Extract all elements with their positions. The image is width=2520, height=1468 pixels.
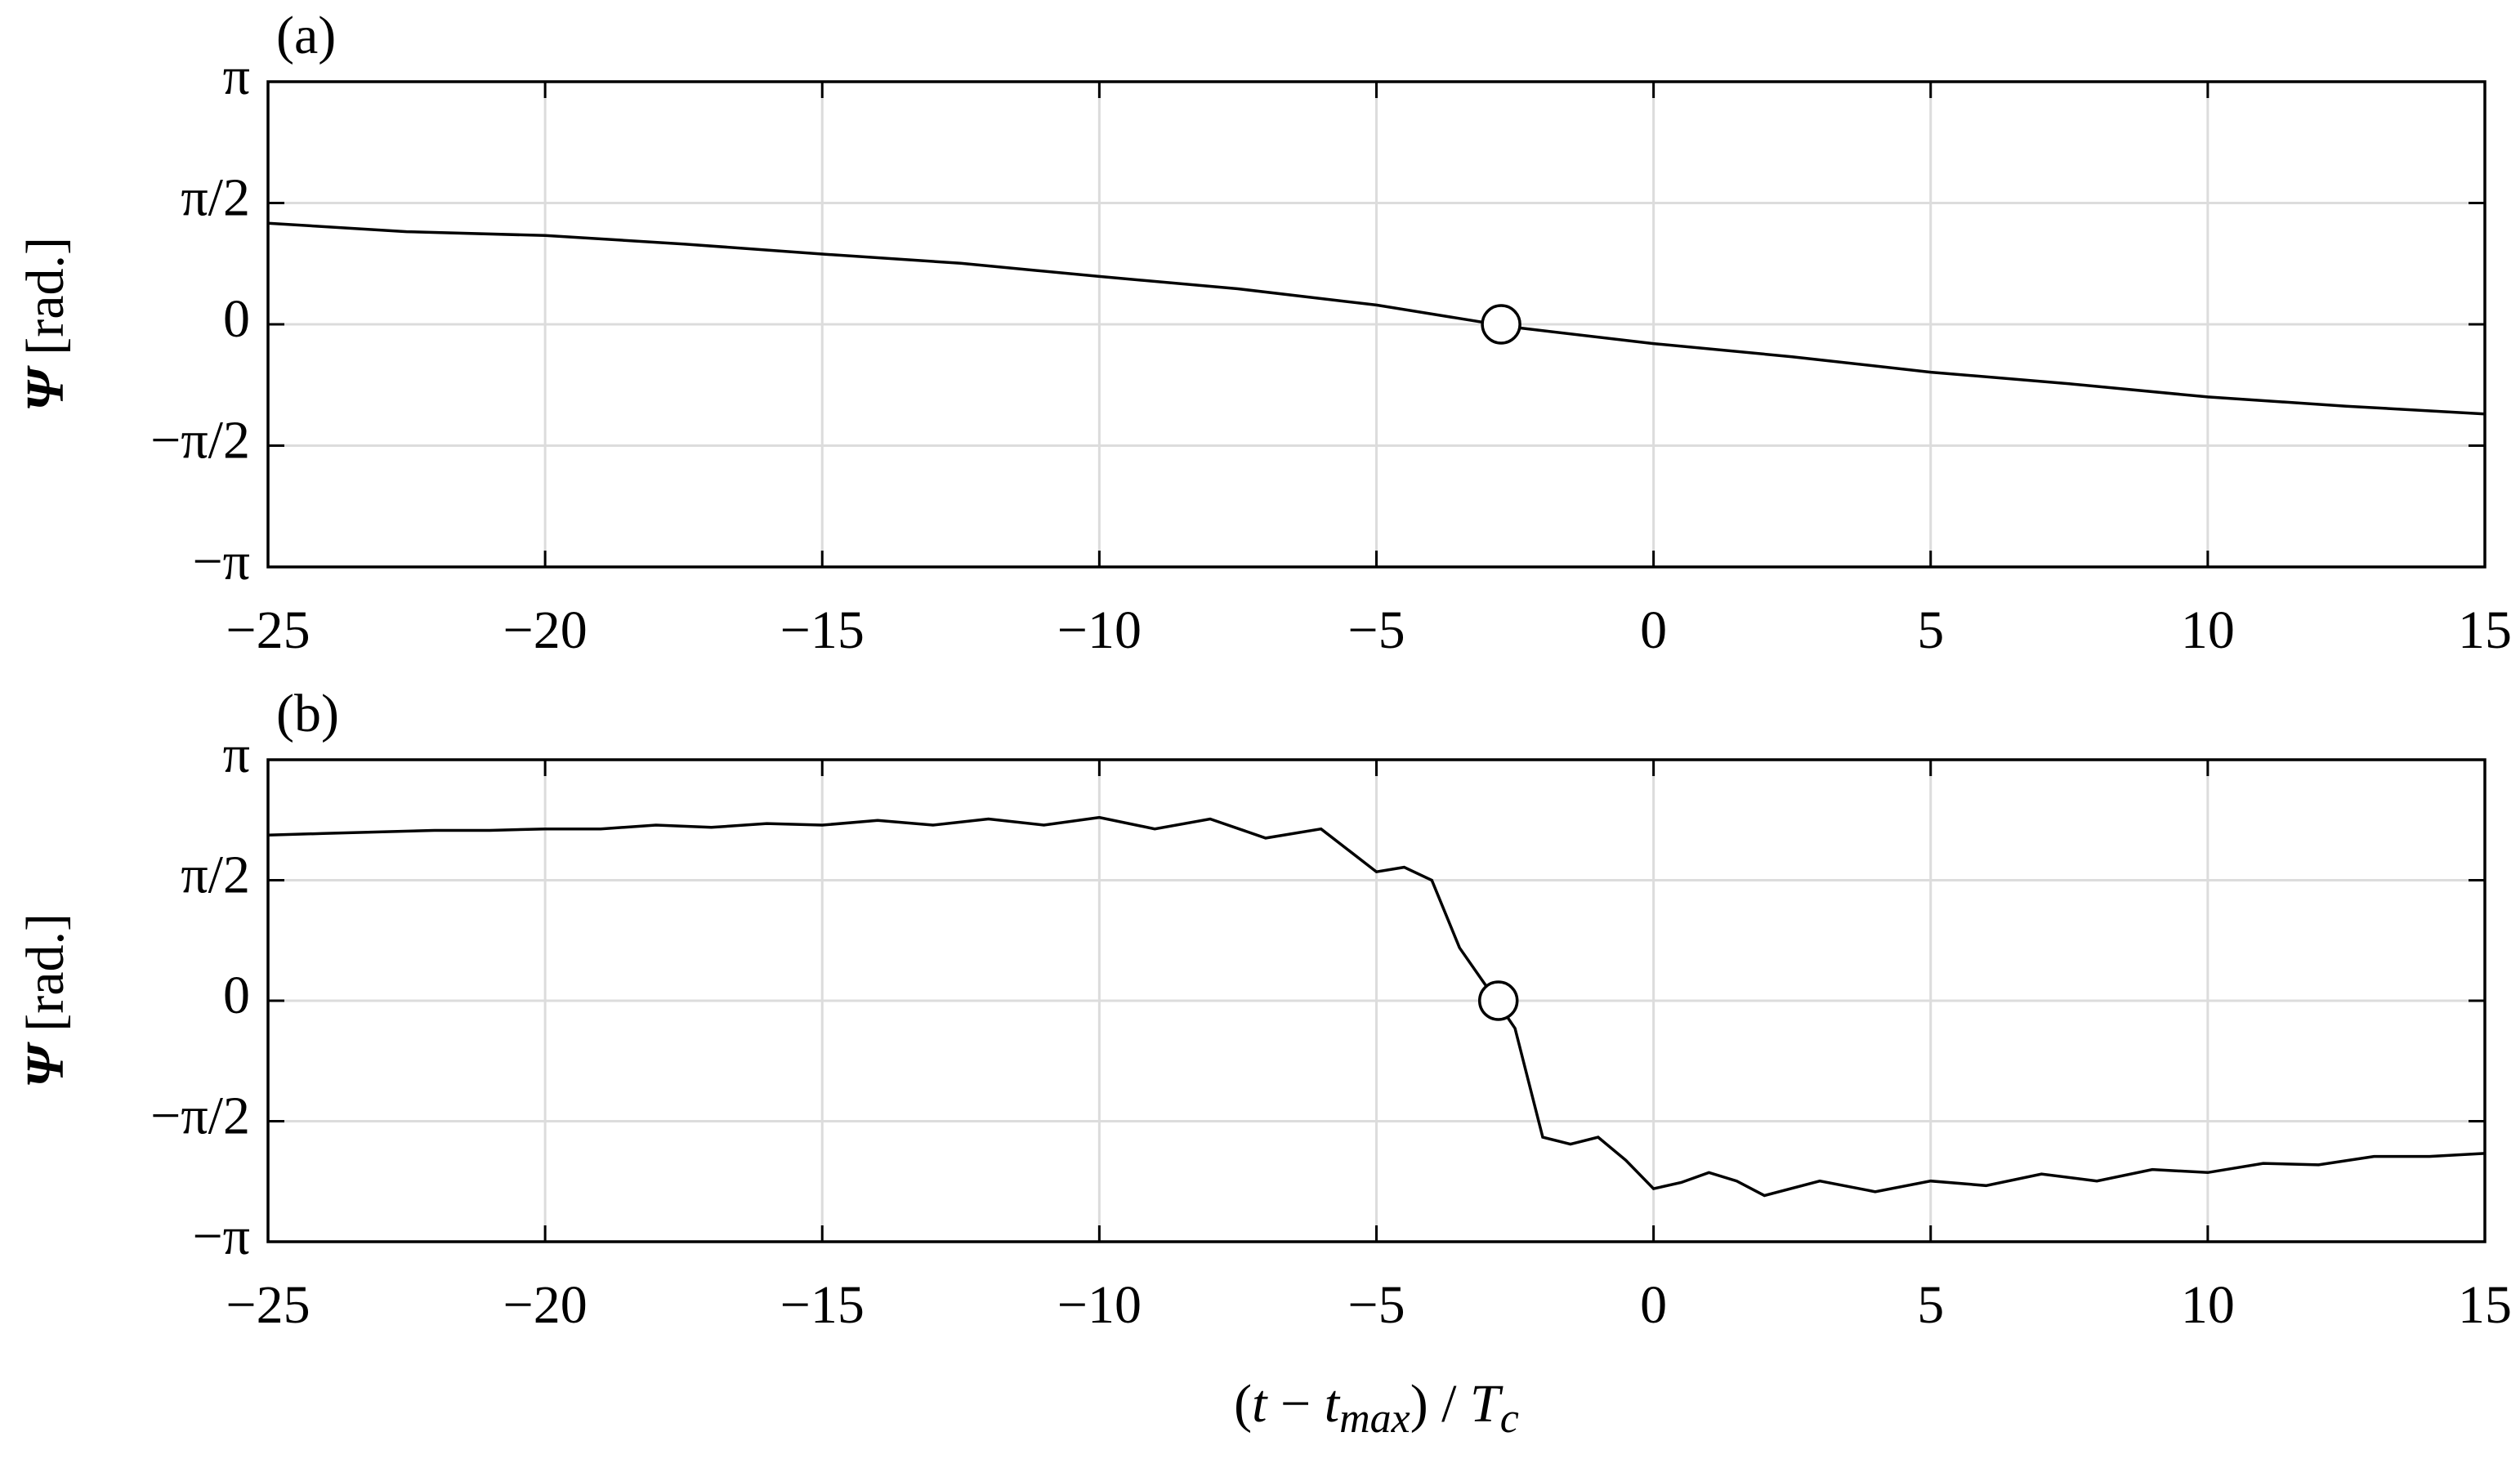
panel-label: (b): [276, 684, 339, 743]
x-tick-label: −25: [226, 600, 310, 660]
x-tick-label: −25: [226, 1275, 310, 1335]
y-axis-label: Ψ [rad.]: [16, 913, 75, 1088]
plot-frame: [266, 80, 2486, 569]
y-tick-label: 0: [223, 966, 250, 1025]
y-label-part: Ψ: [16, 365, 75, 412]
y-tick-label: −π: [192, 1207, 250, 1266]
x-tick-label: −10: [1057, 1275, 1142, 1335]
x-tick-label: −5: [1347, 1275, 1405, 1335]
y-label-part: [rad.]: [16, 237, 75, 368]
x-tick-label: −20: [503, 600, 588, 660]
y-tick-label: π/2: [181, 846, 250, 905]
x-tick-label: 10: [2181, 1275, 2235, 1335]
y-tick-label: −π: [192, 532, 250, 591]
x-tick-label: −5: [1347, 600, 1405, 660]
y-tick-label: 0: [223, 289, 250, 349]
x-label-part: −: [1267, 1374, 1324, 1434]
y-label-part: [rad.]: [16, 913, 75, 1045]
y-tick-label: π: [223, 725, 250, 784]
x-label-part: T: [1470, 1374, 1504, 1434]
x-axis-label: (t − tmax) / Tc: [1234, 1374, 1519, 1441]
y-tick-label: π/2: [181, 168, 250, 228]
x-tick-label: 0: [1640, 1275, 1667, 1335]
y-tick-label: π: [223, 47, 250, 106]
x-label-part: t: [1252, 1374, 1268, 1434]
y-tick-label: −π/2: [150, 411, 250, 471]
data-line: [267, 815, 2486, 1198]
x-label-part: (: [1234, 1374, 1252, 1434]
x-tick-label: 5: [1917, 600, 1944, 660]
x-tick-label: −20: [503, 1275, 588, 1335]
x-tick-label: −15: [780, 600, 865, 660]
x-label-part: ) /: [1410, 1374, 1470, 1434]
plot-frame: [266, 758, 2486, 1243]
data-line: [267, 221, 2486, 416]
x-tick-label: 5: [1917, 1275, 1944, 1335]
marker: [1481, 304, 1521, 345]
x-tick-label: −10: [1057, 600, 1142, 660]
x-label-part: max: [1339, 1395, 1410, 1442]
panel-label: (a): [276, 6, 336, 65]
y-label-part: Ψ: [16, 1042, 75, 1088]
marker: [1477, 980, 1519, 1021]
x-label-part: c: [1500, 1395, 1519, 1442]
x-tick-label: 15: [2458, 600, 2512, 660]
x-tick-label: 10: [2181, 600, 2235, 660]
x-label-part: t: [1325, 1374, 1341, 1434]
y-tick-label: −π/2: [150, 1086, 250, 1146]
x-tick-label: −15: [780, 1275, 865, 1335]
y-axis-label: Ψ [rad.]: [16, 237, 75, 412]
x-tick-label: 0: [1640, 600, 1667, 660]
x-tick-label: 15: [2458, 1275, 2512, 1335]
